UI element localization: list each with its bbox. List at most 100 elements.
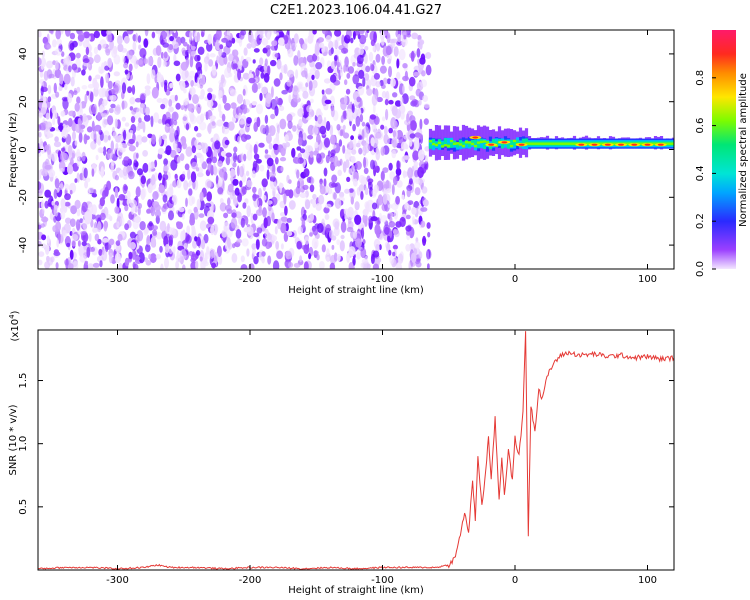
spectrogram-noise-cell: [350, 37, 354, 44]
spectrogram-noise-cell: [373, 31, 377, 43]
spectrogram-noise-cell: [182, 229, 186, 241]
spectrogram-noise-cell: [40, 63, 45, 70]
spectrogram-noise-cell: [150, 69, 156, 80]
spectrogram-noise-cell: [42, 36, 48, 45]
signal-band-core: [569, 142, 574, 145]
spectrogram-noise-cell: [60, 210, 66, 220]
spectrogram-noise-cell: [102, 238, 109, 243]
spectrogram-noise-cell: [402, 84, 405, 95]
spectrogram-noise-cell: [175, 260, 179, 269]
spectrogram-noise-cell: [324, 203, 332, 209]
spectrogram-noise-cell: [259, 92, 263, 102]
spectrogram-noise-cell: [121, 82, 127, 94]
spectrogram-noise-cell: [95, 133, 101, 145]
spectrogram-noise-cell: [191, 161, 198, 170]
spectrogram-y-label: Frequency (Hz): [8, 112, 19, 188]
spectrogram-noise-cell: [168, 30, 172, 35]
spectrogram-noise-cell: [353, 178, 358, 187]
spectrogram-noise-cell: [284, 205, 288, 216]
spectrogram-noise-cell: [361, 258, 369, 264]
signal-band-core: [650, 142, 655, 145]
spectrogram-noise-cell: [100, 76, 104, 88]
signal-band-core: [458, 143, 463, 146]
spectrogram-noise-cell: [312, 198, 317, 208]
spectrogram-noise-cell: [257, 64, 263, 71]
spectrogram-noise-cell: [114, 107, 121, 115]
spectrogram-noise-cell: [219, 198, 224, 204]
spectrogram-noise-cell: [400, 141, 408, 150]
spectrogram-noise-cell: [258, 205, 262, 214]
spectrogram-noise-cell: [352, 256, 356, 266]
spectrogram-noise-cell: [97, 43, 102, 51]
spectrogram-noise-cell: [296, 180, 301, 189]
spectrogram-noise-cell: [346, 252, 350, 263]
signal-band-core: [548, 142, 553, 145]
spectrogram-noise-cell: [296, 169, 300, 179]
spectrogram-noise-cell: [97, 112, 101, 122]
spectrogram-noise-cell: [163, 158, 169, 166]
signal-hotspot: [618, 143, 624, 146]
spectrogram-noise-cell: [174, 173, 178, 179]
spectrogram-noise-cell: [124, 204, 129, 212]
spectrogram-noise-cell: [314, 241, 318, 249]
spectrogram-noise-cell: [225, 155, 231, 166]
spectrogram-noise-cell: [128, 138, 135, 145]
signal-band-core: [533, 142, 538, 145]
spectrogram-noise-cell: [122, 143, 128, 149]
spectrogram-noise-cell: [275, 240, 279, 250]
spectrogram-noise-cell: [157, 148, 165, 155]
spectrogram-noise-cell: [342, 124, 346, 131]
spectrogram-noise-cell: [160, 51, 164, 59]
spectrogram-noise-cell: [411, 207, 417, 215]
spectrogram-noise-cell: [38, 251, 45, 257]
spectrogram-noise-cell: [334, 30, 342, 37]
spectrogram-noise-cell: [242, 72, 250, 80]
spectrogram-noise-cell: [128, 251, 133, 260]
spectrogram-noise-cell: [74, 102, 80, 112]
spectrogram-noise-cell: [136, 230, 144, 242]
spectrogram-noise-cell: [354, 214, 362, 225]
spectrogram-noise-cell: [50, 30, 54, 35]
spectrogram-noise-cell: [174, 94, 178, 102]
spectrogram-noise-cell: [83, 58, 90, 64]
spectrogram-noise-cell: [333, 55, 338, 61]
spectrogram-noise-cell: [241, 238, 249, 247]
spectrogram-noise-cell: [150, 236, 157, 248]
spectrogram-noise-cell: [209, 53, 216, 58]
spectrogram-noise-cell: [61, 96, 69, 102]
spectrogram-noise-cell: [388, 249, 392, 256]
spectrogram-noise-cell: [375, 53, 381, 63]
spectrogram-noise-cell: [87, 188, 91, 195]
spectrogram-noise-cell: [347, 216, 352, 225]
spectrogram-noise-cell: [99, 131, 104, 141]
spectrogram-noise-cell: [185, 123, 190, 131]
spectrogram-noise-cell: [391, 105, 398, 117]
spectrogram-noise-cell: [401, 93, 409, 105]
spectrogram-noise-cell: [363, 156, 367, 169]
spectrogram-noise-cell: [285, 250, 293, 260]
spectrogram-y-tick-label: -20: [18, 189, 29, 205]
spectrogram-noise-cell: [74, 140, 78, 146]
signal-band-core: [467, 141, 472, 144]
signal-band-core: [452, 142, 457, 145]
spectrogram-noise-cell: [87, 263, 94, 269]
spectrogram-noise-cell: [391, 137, 398, 148]
spectrogram-noise-cell: [221, 37, 229, 43]
spectrogram-noise-cell: [91, 192, 98, 198]
spectrogram-noise-cell: [139, 103, 146, 115]
spectrogram-noise-cell: [93, 54, 101, 64]
snr-y-tick-label: 1.5: [18, 373, 29, 389]
spectrogram-noise-cell: [285, 141, 291, 148]
spectrogram-noise-cell: [343, 64, 346, 73]
spectrogram-noise-cell: [103, 134, 109, 143]
spectrogram-noise-cell: [309, 68, 317, 75]
signal-band-core: [431, 138, 436, 144]
spectrogram-noise-cell: [86, 90, 90, 96]
spectrogram-noise-cell: [195, 144, 202, 150]
spectrogram-noise-cell: [312, 193, 317, 200]
spectrogram-noise-cell: [147, 56, 154, 66]
spectrogram-noise-cell: [327, 150, 331, 157]
spectrogram-noise-cell: [139, 48, 147, 58]
spectrogram-noise-cell: [387, 58, 392, 65]
spectrogram-noise-cell: [405, 214, 411, 220]
